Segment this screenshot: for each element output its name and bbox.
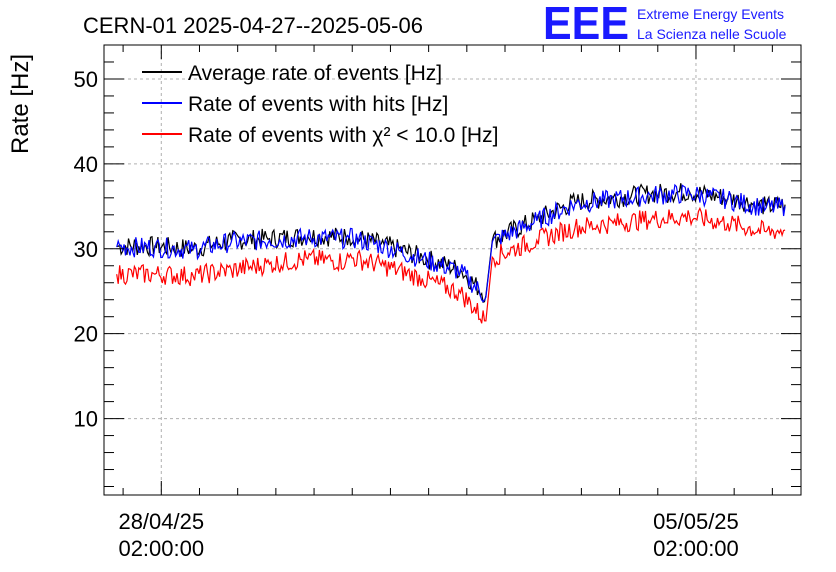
legend-label-1: Rate of events with hits [Hz] [188, 93, 448, 116]
y-tick-label: 10 [74, 407, 98, 432]
y-tick-label: 30 [74, 237, 98, 262]
x-tick-label-time: 02:00:00 [118, 536, 204, 561]
y-tick-label: 50 [74, 67, 98, 92]
y-tick-label: 40 [74, 152, 98, 177]
legend: Average rate of events [Hz] Rate of event… [142, 62, 498, 147]
eee-logo: EEE Extreme Energy Events La Scienza nel… [543, 0, 787, 49]
x-tick-label-time: 02:00:00 [653, 536, 739, 561]
grid [104, 45, 801, 495]
series-line-2 [116, 206, 786, 324]
legend-label-0: Average rate of events [Hz] [188, 62, 442, 85]
axes: 102030405028/04/2502:00:0005/05/2502:00:… [74, 44, 802, 561]
series-line-1 [116, 183, 786, 303]
series-line-0 [116, 183, 786, 304]
y-axis-label: Rate [Hz] [7, 54, 34, 154]
y-tick-label: 20 [74, 322, 98, 347]
logo-line-2: La Scienza nelle Scuole [637, 26, 787, 42]
x-tick-label-date: 05/05/25 [653, 509, 739, 534]
series-lines [116, 183, 786, 324]
logo-line-1: Extreme Energy Events [637, 6, 784, 22]
x-tick-label-date: 28/04/25 [118, 509, 204, 534]
plot-frame [103, 44, 802, 496]
chart-title: CERN-01 2025-04-27--2025-05-06 [83, 13, 423, 38]
eee-logo-mark: EEE [543, 0, 629, 49]
legend-label-2: Rate of events with χ² < 10.0 [Hz] [188, 124, 498, 147]
